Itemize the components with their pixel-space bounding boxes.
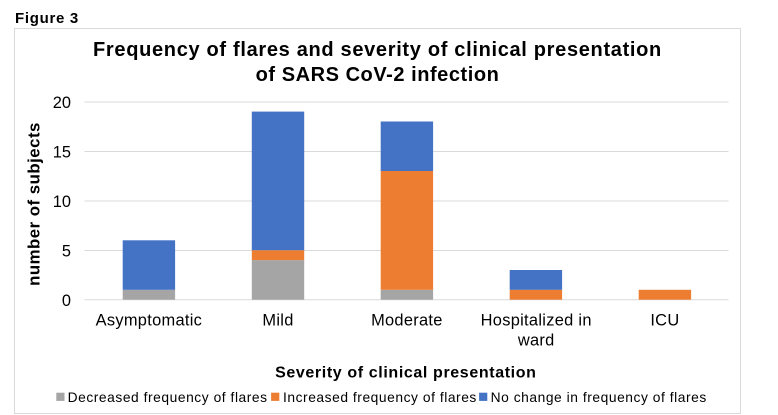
svg-text:Increased frequency of flares: Increased frequency of flares — [283, 390, 477, 405]
svg-text:20: 20 — [53, 94, 71, 112]
svg-text:15: 15 — [53, 144, 71, 162]
svg-text:Mild: Mild — [262, 312, 293, 330]
svg-text:number of subjects: number of subjects — [25, 122, 44, 286]
svg-text:ICU: ICU — [650, 312, 679, 330]
svg-text:Figure 3: Figure 3 — [15, 10, 79, 27]
svg-text:10: 10 — [53, 193, 71, 211]
svg-text:0: 0 — [62, 292, 71, 310]
svg-text:Moderate: Moderate — [371, 312, 443, 330]
svg-text:Frequency of flares and severi: Frequency of flares and severity of clin… — [93, 39, 662, 61]
svg-text:Asymptomatic: Asymptomatic — [96, 312, 203, 330]
svg-text:5: 5 — [62, 243, 71, 261]
svg-text:Decreased frequency of flares: Decreased frequency of flares — [68, 390, 268, 405]
svg-text:Severity of clinical presentat: Severity of clinical presentation — [275, 365, 536, 382]
svg-text:of SARS CoV-2 infection: of SARS CoV-2 infection — [256, 64, 500, 86]
svg-text:ward: ward — [517, 332, 555, 350]
svg-text:No change in frequency of flar: No change in frequency of flares — [491, 390, 707, 405]
svg-text:Hospitalized in: Hospitalized in — [481, 312, 592, 330]
